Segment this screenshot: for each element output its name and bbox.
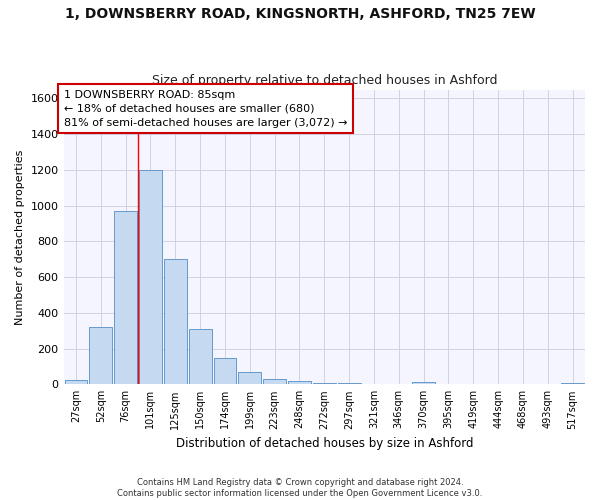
Bar (561, 382, 584, 384)
Bar (338, 382, 361, 384)
Title: Size of property relative to detached houses in Ashford: Size of property relative to detached ho… (152, 74, 497, 87)
Bar (263, 380, 286, 384)
Text: Contains HM Land Registry data © Crown copyright and database right 2024.
Contai: Contains HM Land Registry data © Crown c… (118, 478, 482, 498)
Bar (139, 170, 162, 384)
Bar (313, 382, 335, 384)
Bar (214, 358, 236, 384)
Y-axis label: Number of detached properties: Number of detached properties (15, 149, 25, 324)
Bar (89, 327, 112, 384)
Bar (65, 380, 88, 384)
Bar (288, 381, 311, 384)
Bar (238, 372, 261, 384)
Text: 1, DOWNSBERRY ROAD, KINGSNORTH, ASHFORD, TN25 7EW: 1, DOWNSBERRY ROAD, KINGSNORTH, ASHFORD,… (65, 8, 535, 22)
Bar (164, 260, 187, 384)
X-axis label: Distribution of detached houses by size in Ashford: Distribution of detached houses by size … (176, 437, 473, 450)
Bar (114, 211, 137, 384)
Bar (188, 329, 212, 384)
Bar (412, 382, 435, 384)
Text: 1 DOWNSBERRY ROAD: 85sqm
← 18% of detached houses are smaller (680)
81% of semi-: 1 DOWNSBERRY ROAD: 85sqm ← 18% of detach… (64, 90, 347, 128)
